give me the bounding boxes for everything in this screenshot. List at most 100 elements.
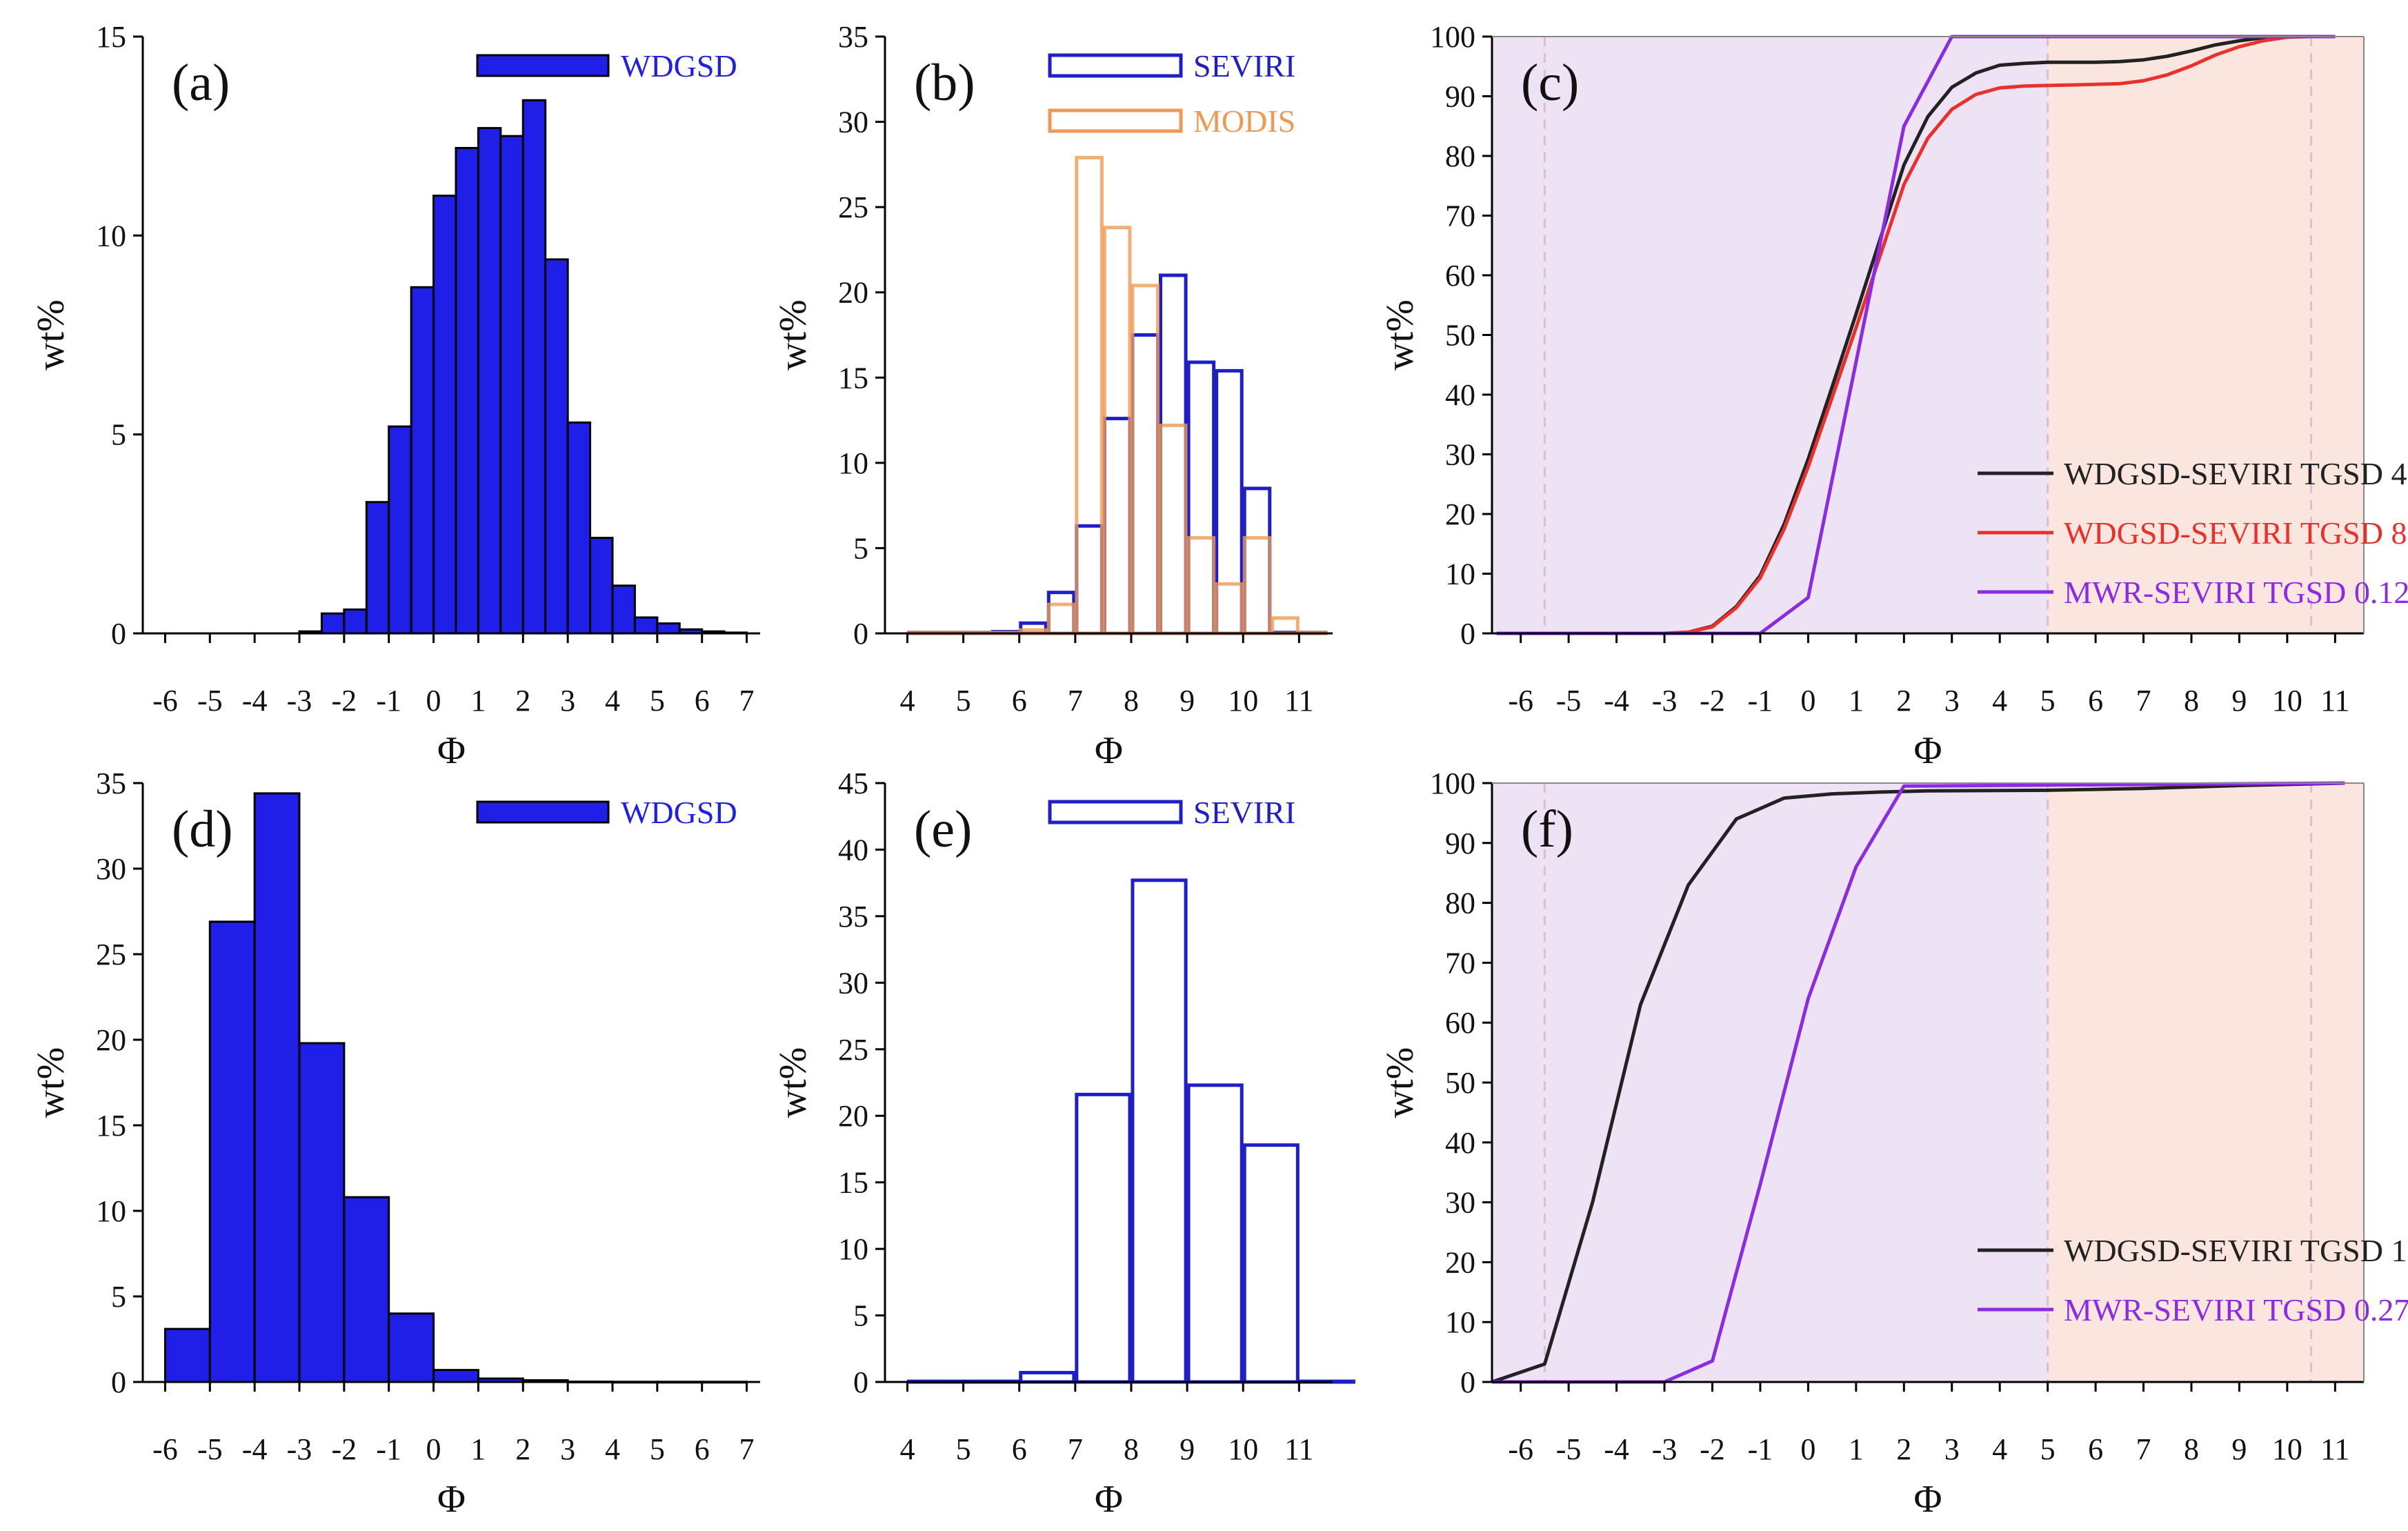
panel-label: (f) <box>1521 800 1573 858</box>
x-tick-label: 0 <box>426 1432 441 1466</box>
y-tick-label: 35 <box>838 900 868 934</box>
x-tick-label: 10 <box>1228 1432 1258 1466</box>
legend-label: SEVIRI <box>1193 795 1295 830</box>
y-tick-label: 50 <box>1445 1066 1475 1100</box>
x-tick-label: 10 <box>2272 684 2302 718</box>
bar <box>1046 602 1076 635</box>
bar <box>1159 273 1188 635</box>
bar <box>163 1327 211 1383</box>
y-tick-label: 60 <box>1445 259 1475 293</box>
x-tick-label: 2 <box>515 1432 530 1466</box>
x-tick-label: -6 <box>152 1432 178 1466</box>
x-tick-label: 5 <box>2040 684 2056 718</box>
y-axis-title: wt% <box>30 1047 72 1118</box>
x-tick-label: -3 <box>287 684 312 718</box>
x-tick-label: 8 <box>2184 684 2199 718</box>
x-axis-title: Φ <box>1095 1478 1123 1521</box>
series-wdgsd <box>163 792 748 1384</box>
legend: SEVIRI <box>1048 795 1295 830</box>
x-tick-label: 10 <box>1228 684 1258 718</box>
bar <box>1159 423 1188 635</box>
bar <box>1242 486 1272 635</box>
y-tick-label: 15 <box>96 1109 126 1143</box>
y-tick-label: 90 <box>1445 80 1475 114</box>
bar <box>477 127 502 635</box>
bar <box>1131 284 1160 635</box>
x-tick-label: 10 <box>2272 1432 2302 1466</box>
x-tick-label: 4 <box>605 684 620 718</box>
bar <box>1186 536 1216 635</box>
x-tick-label: 1 <box>1849 684 1864 718</box>
y-tick-label: 25 <box>838 1033 868 1067</box>
y-axis-title: wt% <box>1379 1047 1422 1118</box>
bar <box>1075 155 1104 635</box>
y-tick-label: 20 <box>838 276 868 310</box>
x-tick-label: -4 <box>1604 1432 1629 1466</box>
bar <box>521 99 547 635</box>
x-tick-label: -1 <box>376 684 401 718</box>
bar <box>432 1369 479 1383</box>
x-tick-label: 6 <box>2088 1432 2103 1466</box>
y-tick-label: 40 <box>1445 1126 1475 1160</box>
x-tick-label: 6 <box>1012 1432 1027 1466</box>
x-tick-label: 3 <box>560 1432 575 1466</box>
y-tick-label: 35 <box>838 20 868 54</box>
x-tick-label: 4 <box>899 1432 915 1466</box>
x-tick-label: 5 <box>650 684 665 718</box>
legend: WDGSD <box>476 48 737 83</box>
bar <box>1242 1143 1300 1384</box>
y-tick-label: 30 <box>838 106 868 139</box>
panel-label: (c) <box>1521 54 1579 112</box>
x-tick-label: -4 <box>242 684 268 718</box>
y-tick-label: 30 <box>96 852 126 886</box>
x-tick-label: -1 <box>376 1432 401 1466</box>
bar <box>365 501 390 635</box>
legend-swatch <box>476 54 610 77</box>
legend-label: MWR-SEVIRI TGSD 0.27% <box>2064 1292 2408 1327</box>
bar <box>1102 417 1132 635</box>
x-tick-label: -3 <box>1652 1432 1678 1466</box>
legend-label: MODIS <box>1193 103 1295 139</box>
x-tick-label: -6 <box>1508 684 1533 718</box>
x-tick-label: -6 <box>152 684 178 718</box>
legend-label: SEVIRI <box>1193 48 1295 83</box>
bar <box>1019 1370 1076 1384</box>
y-tick-label: 5 <box>111 1280 126 1314</box>
bar <box>410 286 435 635</box>
x-tick-label: 5 <box>650 1432 665 1466</box>
bar <box>320 612 346 635</box>
y-axis-title: wt% <box>772 299 815 371</box>
x-tick-label: 6 <box>2088 684 2103 718</box>
y-tick-label: 0 <box>853 1365 868 1399</box>
x-tick-label: 3 <box>1944 684 1960 718</box>
y-tick-label: 0 <box>111 1365 126 1399</box>
x-tick-label: 11 <box>2320 684 2349 718</box>
x-tick-label: 8 <box>1124 1432 1139 1466</box>
x-tick-label: 7 <box>2136 1432 2151 1466</box>
bar <box>611 584 636 635</box>
y-tick-label: 0 <box>1460 617 1475 651</box>
x-tick-label: 4 <box>1992 1432 2007 1466</box>
x-tick-label: 6 <box>695 1432 710 1466</box>
bar <box>589 537 614 635</box>
y-axis-title: wt% <box>30 299 72 371</box>
y-tick-label: 5 <box>111 418 126 452</box>
shaded-region <box>1492 37 2048 633</box>
bar <box>253 792 301 1383</box>
x-tick-label: -2 <box>1700 1432 1725 1466</box>
y-tick-label: 15 <box>838 1166 868 1200</box>
legend: SEVIRI MODIS <box>1048 48 1295 139</box>
panel-label: (b) <box>914 54 975 112</box>
y-tick-label: 100 <box>1430 20 1475 54</box>
x-tick-label: -1 <box>1748 684 1773 718</box>
y-tick-label: 10 <box>1445 557 1475 591</box>
x-tick-label: 4 <box>899 684 915 718</box>
y-tick-label: 0 <box>111 617 126 651</box>
x-tick-label: -1 <box>1748 1432 1773 1466</box>
x-tick-label: 3 <box>560 684 575 718</box>
bar <box>566 421 592 635</box>
